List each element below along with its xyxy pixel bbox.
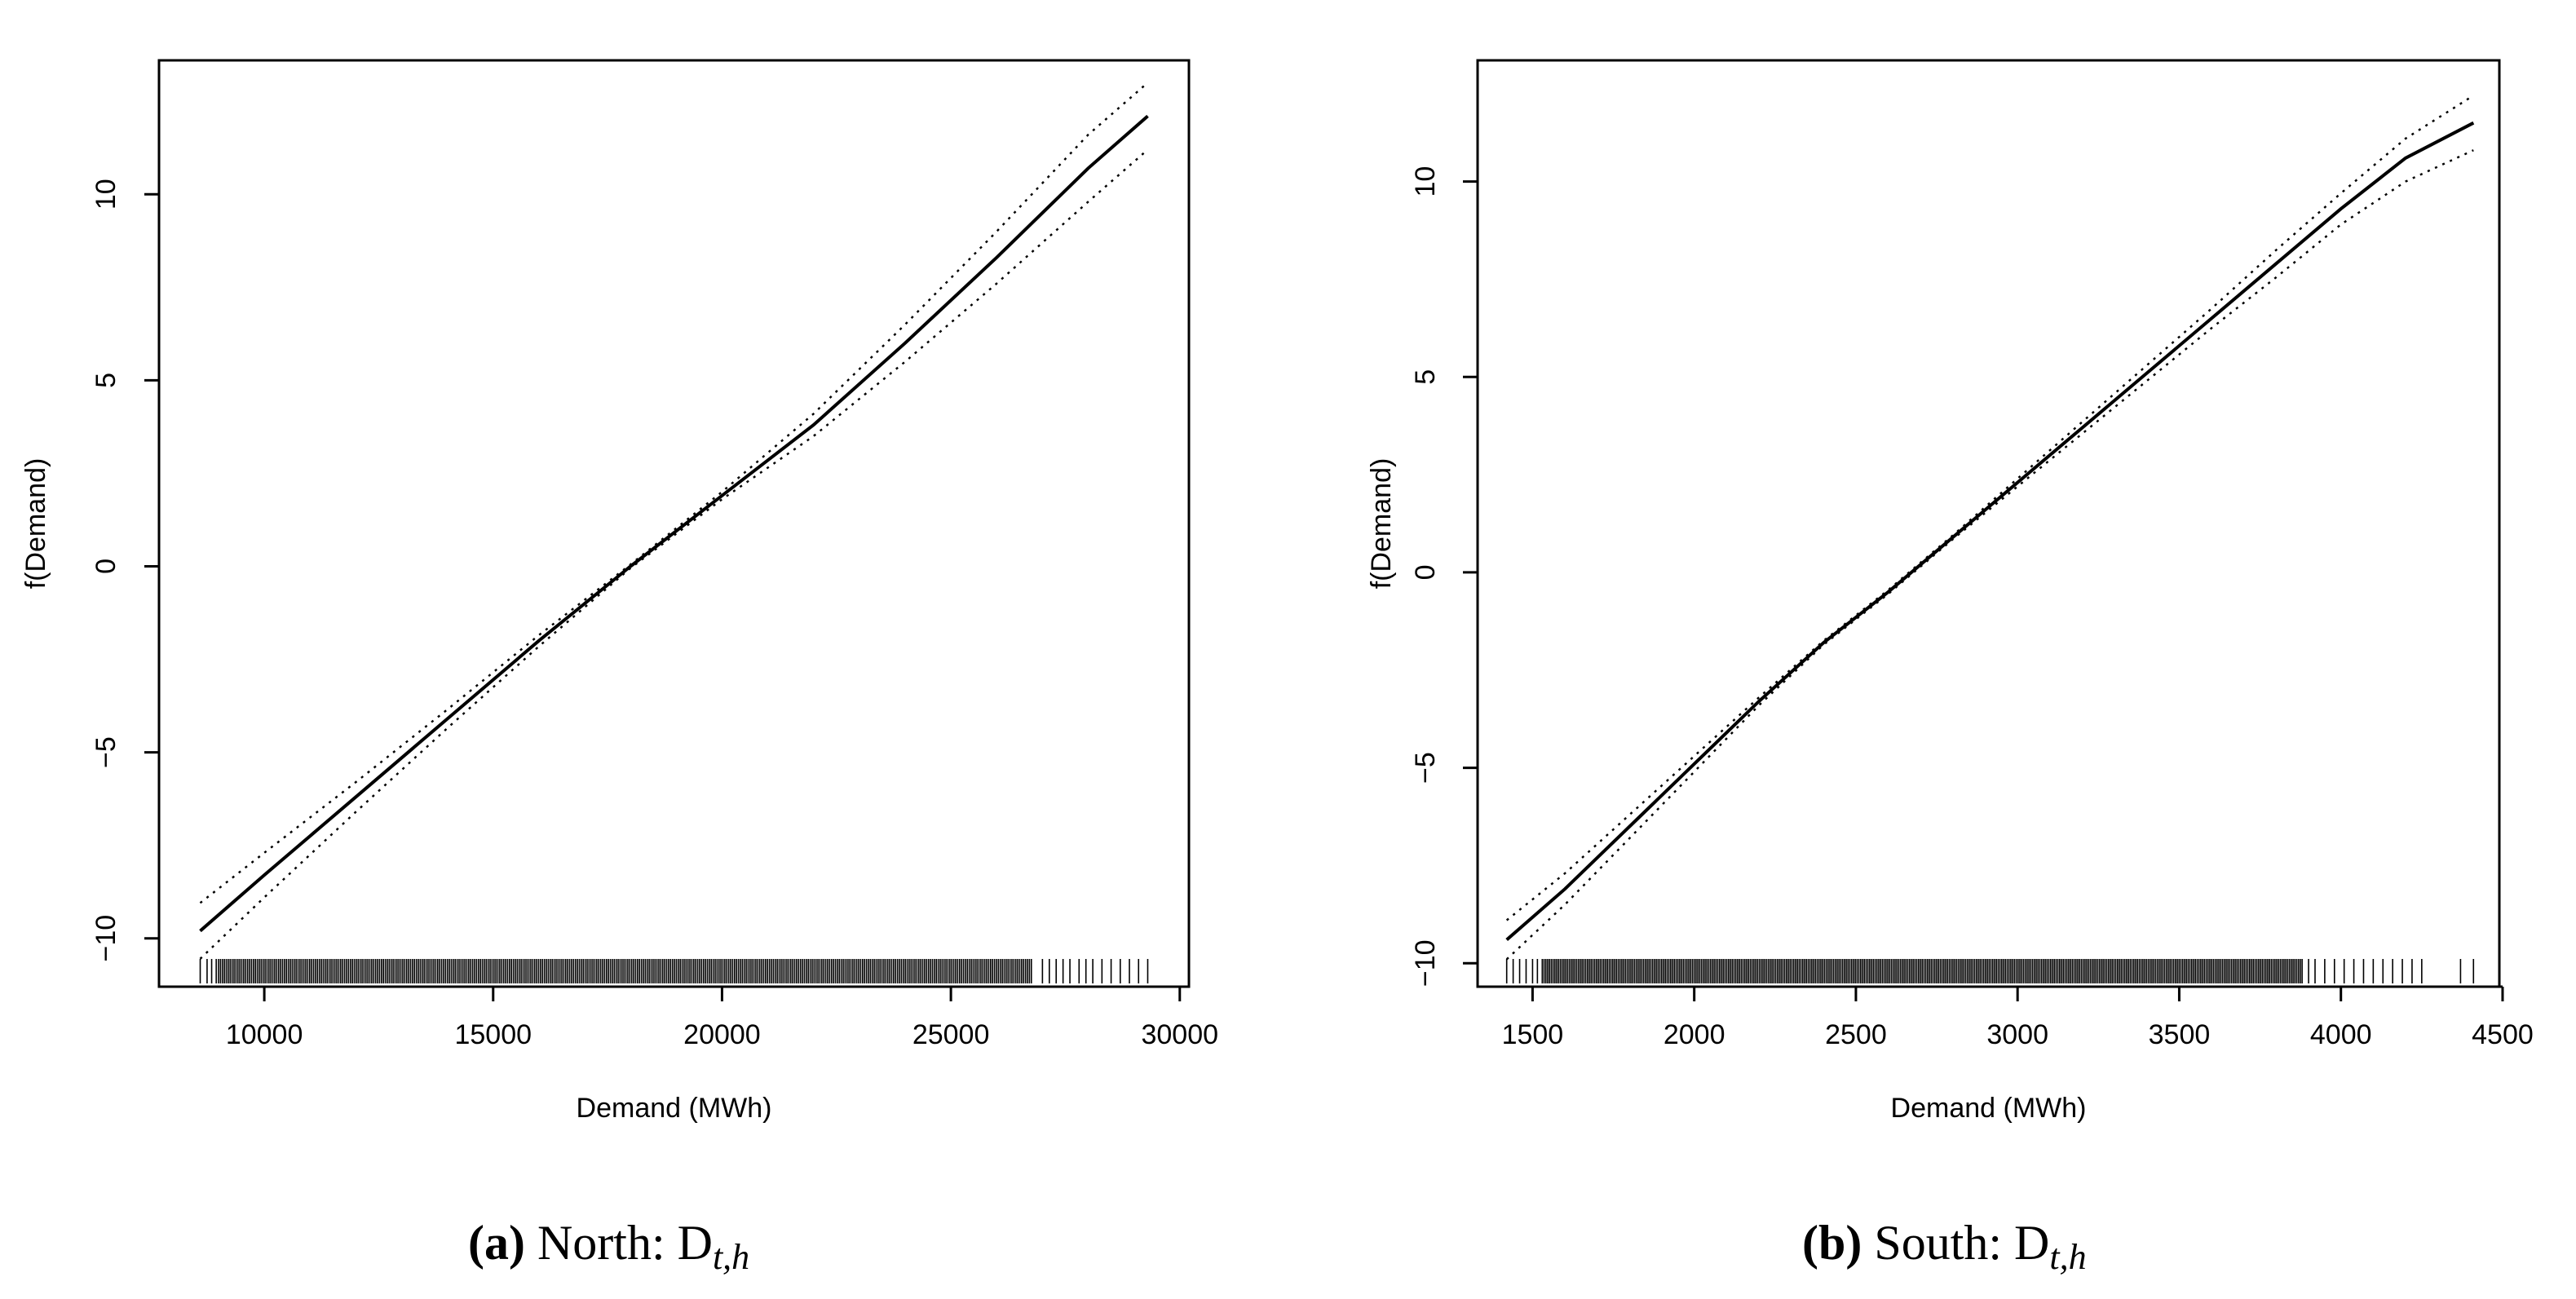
- caption-text: South: D: [1874, 1216, 2050, 1270]
- x-tick-label: 2000: [1664, 1019, 1725, 1050]
- y-tick-label: −5: [1410, 752, 1441, 784]
- y-tick-label: 0: [91, 559, 122, 574]
- y-axis-label: f(Demand): [1366, 458, 1397, 590]
- fitted-smooth-line: [199, 114, 1149, 933]
- y-tick-label: 0: [1410, 564, 1441, 580]
- x-tick-label: 3000: [1986, 1019, 2048, 1050]
- y-tick-label: 10: [91, 179, 122, 210]
- x-tick-label: 25000: [912, 1019, 990, 1050]
- confidence-band-line: [1505, 95, 2474, 921]
- y-tick-label: 10: [1410, 166, 1441, 197]
- x-tick-label: 4500: [2472, 1019, 2534, 1050]
- caption-tag: (b): [1802, 1216, 1862, 1270]
- caption-subscript: t,h: [2049, 1237, 2087, 1277]
- x-tick-label: 2500: [1825, 1019, 1887, 1050]
- x-tick-label: 30000: [1141, 1019, 1218, 1050]
- y-tick-label: 5: [91, 373, 122, 388]
- x-tick-label: 10000: [226, 1019, 303, 1050]
- fitted-smooth-line: [1505, 121, 2475, 942]
- caption-north: (a) North: Dt,h: [468, 1215, 749, 1278]
- x-tick-label: 4000: [2310, 1019, 2372, 1050]
- x-tick-label: 20000: [683, 1019, 761, 1050]
- plot-frame: [157, 59, 1191, 988]
- x-axis-label: Demand (MWh): [577, 1093, 772, 1124]
- caption-text: North: D: [537, 1216, 713, 1270]
- y-tick-label: −5: [91, 736, 122, 768]
- confidence-band-line: [199, 148, 1149, 960]
- rug-plot: [199, 959, 1149, 983]
- chart-panel-north: 10000 15000 20000 25000 30000 −10 −5 0 5 10 Demand…: [20, 59, 1218, 1124]
- y-tick-label: −10: [1410, 939, 1441, 987]
- caption-tag: (a): [468, 1216, 525, 1270]
- caption-south: (b) South: Dt,h: [1802, 1215, 2087, 1278]
- y-tick-label: −10: [91, 915, 122, 962]
- x-axis-label: Demand (MWh): [1891, 1093, 2087, 1124]
- caption-subscript: t,h: [712, 1237, 750, 1277]
- plot-frame: [1476, 59, 2501, 988]
- confidence-band-line: [1505, 149, 2474, 961]
- x-tick-label: 3500: [2149, 1019, 2211, 1050]
- rug-plot: [1505, 959, 2475, 983]
- chart-panel-south: 1500 2000 2500 3000 3500 4000 4500 −10 −5 0 5 10 Dem…: [1366, 59, 2534, 1124]
- x-tick-label: 1500: [1502, 1019, 1564, 1050]
- y-axis-label: f(Demand): [20, 458, 51, 590]
- confidence-band-line: [199, 82, 1149, 904]
- x-tick-label: 15000: [454, 1019, 532, 1050]
- y-tick-label: 5: [1410, 369, 1441, 385]
